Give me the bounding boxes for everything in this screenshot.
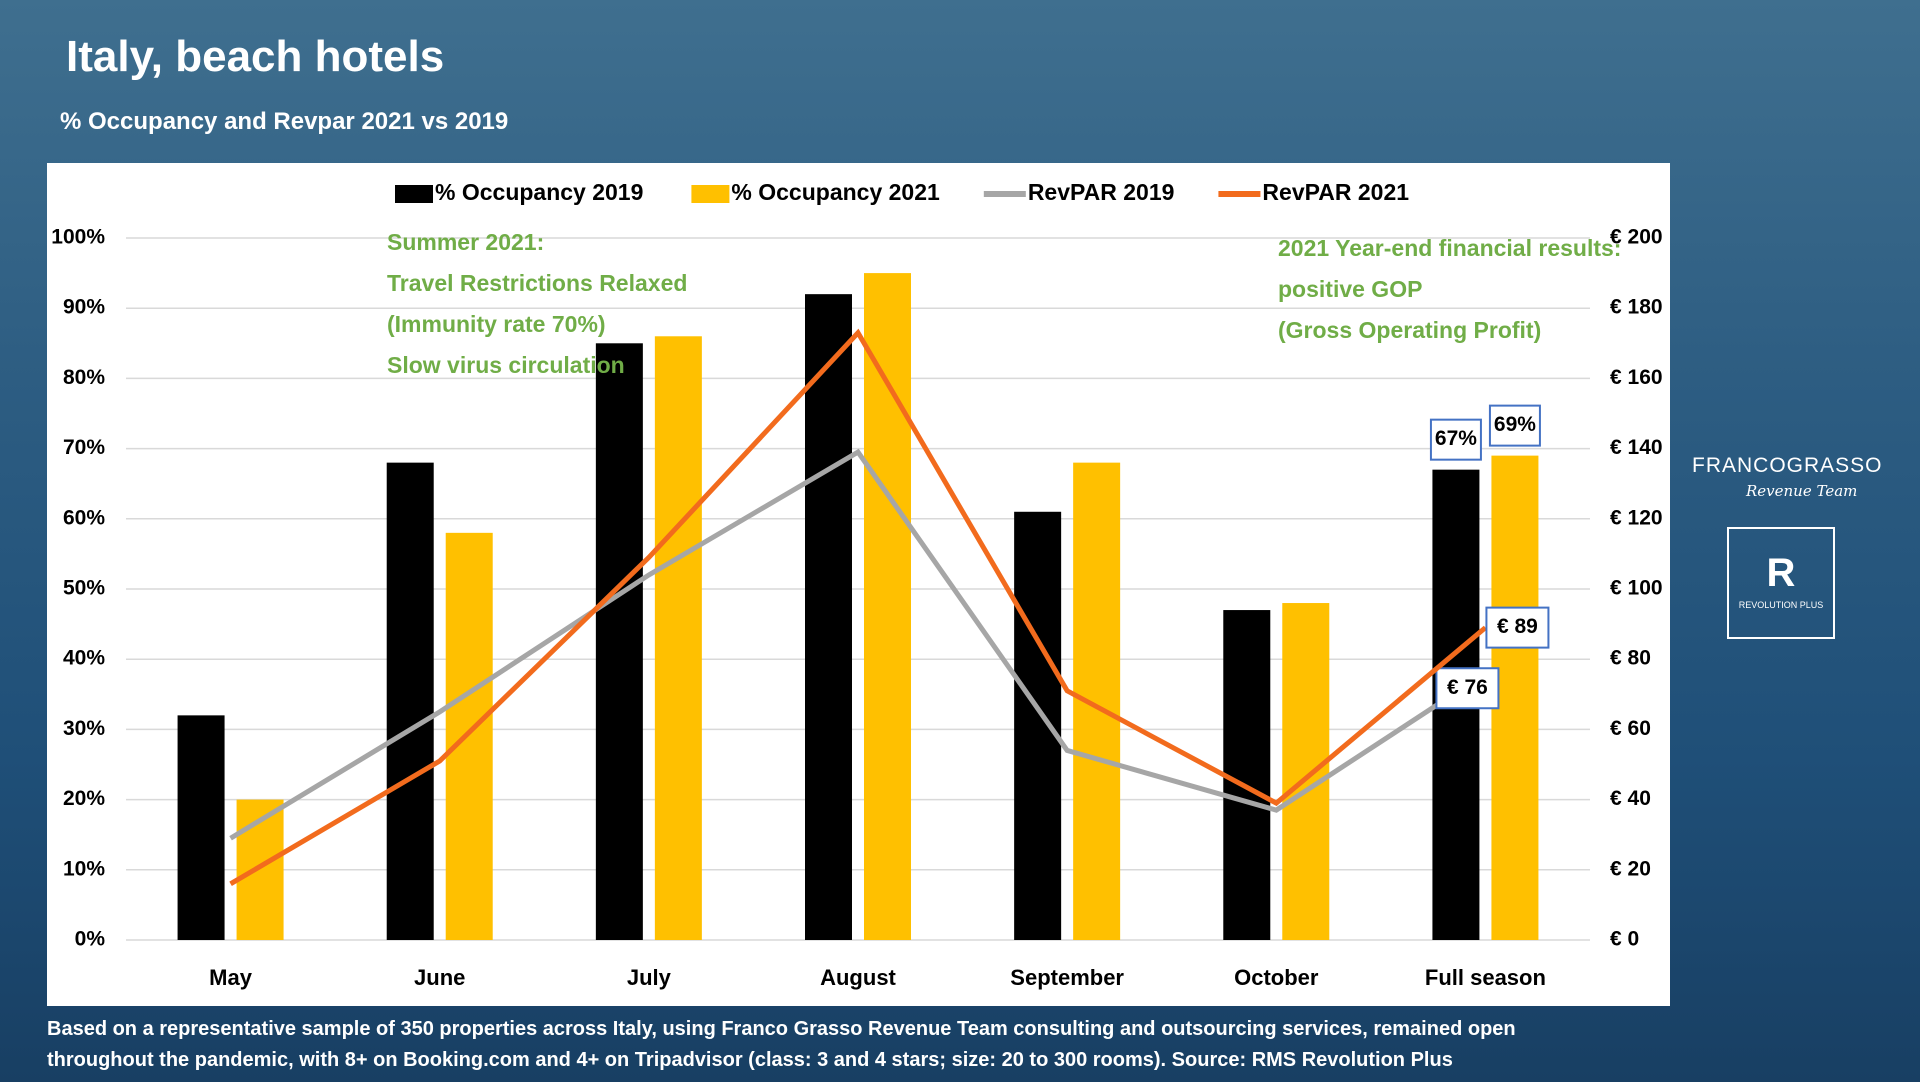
y-tick-label: 20% [63, 787, 105, 810]
line [229, 328, 1488, 886]
logo-letter: R [1766, 551, 1796, 595]
value-label-box [1488, 404, 1541, 447]
y2-tick-label: € 40 [1610, 787, 1651, 810]
bar [1223, 610, 1271, 940]
bar [445, 532, 493, 940]
y2-tick-label: € 200 [1610, 226, 1663, 249]
y-tick-label: 90% [63, 296, 105, 319]
annotation: 2021 Year-end financial results: [1278, 235, 1621, 261]
value-label-box [1435, 667, 1500, 710]
value-label-box [1429, 418, 1482, 461]
y2-tick-label: € 0 [1610, 928, 1639, 951]
y-tick-label: 100% [51, 226, 105, 249]
x-tick-label: October [1234, 965, 1319, 990]
x-tick-label: September [1010, 965, 1124, 990]
y2-tick-label: € 160 [1610, 366, 1663, 389]
y-tick-label: 50% [63, 577, 105, 600]
value-label: 67% [1435, 427, 1477, 450]
bar [805, 294, 852, 940]
x-tick-label: May [209, 965, 253, 990]
x-tick-label: June [414, 965, 465, 990]
annotation: positive GOP [1278, 276, 1422, 302]
bar [654, 336, 702, 940]
bar [864, 273, 911, 941]
bar [1282, 603, 1330, 940]
annotation: Slow virus circulation [387, 352, 625, 378]
title: Italy, beach hotels [66, 32, 445, 81]
y-tick-label: 80% [63, 366, 105, 389]
value-label-box [1485, 606, 1550, 649]
y2-tick-label: € 60 [1610, 717, 1651, 740]
legend-swatch [395, 185, 433, 203]
y2-tick-label: € 140 [1610, 436, 1663, 459]
logo-subtext: REVOLUTION PLUS [1738, 600, 1824, 610]
legend-label: % Occupancy 2019 [435, 179, 643, 205]
subtitle: % Occupancy and Revpar 2021 vs 2019 [60, 108, 509, 135]
y-tick-label: 40% [63, 647, 105, 670]
legend-label: RevPAR 2021 [1262, 179, 1409, 205]
value-label: € 89 [1497, 615, 1538, 638]
legend-label: % Occupancy 2021 [731, 179, 940, 205]
y-tick-label: 10% [63, 857, 105, 880]
footnote-line: Based on a representative sample of 350 … [47, 1018, 1516, 1040]
bar [386, 462, 434, 940]
y-tick-label: 30% [63, 717, 105, 740]
footnote: Based on a representative sample of 350 … [47, 1014, 1516, 1076]
y2-tick-label: € 180 [1610, 296, 1663, 319]
y2-tick-label: € 100 [1610, 577, 1663, 600]
bar [1073, 462, 1121, 940]
annotation: (Gross Operating Profit) [1278, 317, 1541, 343]
logo-text: FRANCOGRASSO [1692, 454, 1883, 477]
legend-swatch [691, 185, 730, 203]
chart-background [47, 163, 1670, 1006]
y2-tick-label: € 120 [1610, 506, 1663, 529]
logo-box: R REVOLUTION PLUS [1727, 527, 1835, 639]
bar [177, 715, 225, 940]
y-tick-label: 70% [63, 436, 105, 459]
logo-subtext: Revenue Team [1746, 482, 1858, 500]
y2-tick-label: € 20 [1610, 857, 1651, 880]
x-tick-label: Full season [1425, 965, 1546, 990]
y2-tick-label: € 80 [1610, 647, 1651, 670]
annotation: Travel Restrictions Relaxed [387, 270, 687, 296]
y-tick-label: 60% [63, 506, 105, 529]
annotation: Summer 2021: [387, 229, 544, 255]
x-tick-label: August [820, 965, 896, 990]
bar [1014, 511, 1062, 940]
annotation: (Immunity rate 70%) [387, 311, 606, 337]
value-label: € 76 [1447, 676, 1488, 699]
legend-label: RevPAR 2019 [1028, 179, 1175, 205]
y-tick-label: 0% [75, 928, 106, 951]
value-label: 69% [1494, 413, 1536, 436]
line [229, 448, 1487, 841]
bar [595, 343, 643, 940]
chart: 0% 10% 20% 30% 40% 50% 60% 70% 80% 90% 100% € 0 € 20… [47, 163, 1670, 1006]
footnote-line: throughout the pandemic, with 8+ on Book… [47, 1049, 1453, 1071]
x-tick-label: July [627, 965, 672, 990]
